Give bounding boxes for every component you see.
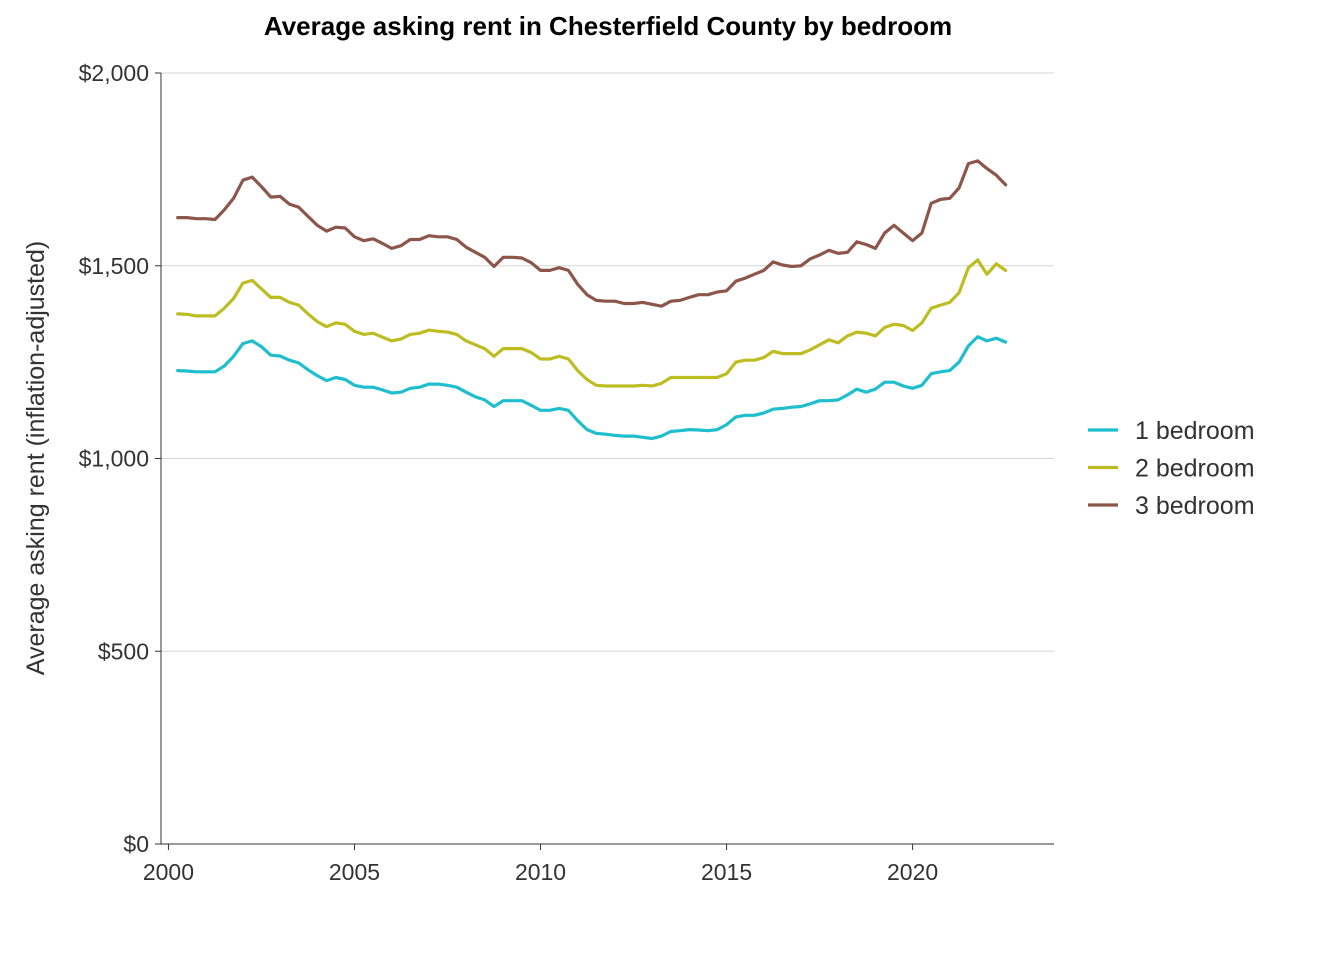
x-tick-label: 2000 (143, 859, 194, 885)
series-line-1-bedroom (176, 335, 1008, 441)
x-axis-tick-labels: 2000 2005 2010 2015 2020 (143, 859, 938, 885)
legend-label: 3 bedroom (1135, 492, 1255, 520)
series-line-3-bedroom (176, 159, 1008, 308)
x-tick-label: 2010 (515, 859, 566, 885)
y-axis-title: Average asking rent (inflation-adjusted) (22, 241, 50, 676)
y-tick-label: $1,500 (79, 253, 149, 279)
series-line-2-bedroom (176, 258, 1008, 388)
x-tick-label: 2020 (887, 859, 938, 885)
legend-label: 1 bedroom (1135, 417, 1255, 445)
legend-item: 1 bedroom (1088, 417, 1255, 445)
y-tick-label: $2,000 (79, 60, 149, 86)
chart-title: Average asking rent in Chesterfield Coun… (264, 11, 952, 41)
y-axis-tick-labels: $0 $500 $1,000 $1,500 $2,000 (79, 60, 149, 857)
y-tick-label: $1,000 (79, 446, 149, 472)
axes (155, 72, 1054, 850)
legend: 1 bedroom 2 bedroom 3 bedroom (1088, 417, 1255, 520)
legend-item: 3 bedroom (1088, 492, 1255, 520)
y-tick-label: $500 (98, 638, 149, 664)
x-tick-label: 2015 (701, 859, 752, 885)
gridlines (161, 72, 1054, 652)
x-tick-label: 2005 (329, 859, 380, 885)
y-tick-label: $0 (123, 831, 149, 857)
series-lines (176, 159, 1008, 441)
legend-label: 2 bedroom (1135, 455, 1255, 483)
legend-item: 2 bedroom (1088, 455, 1255, 483)
